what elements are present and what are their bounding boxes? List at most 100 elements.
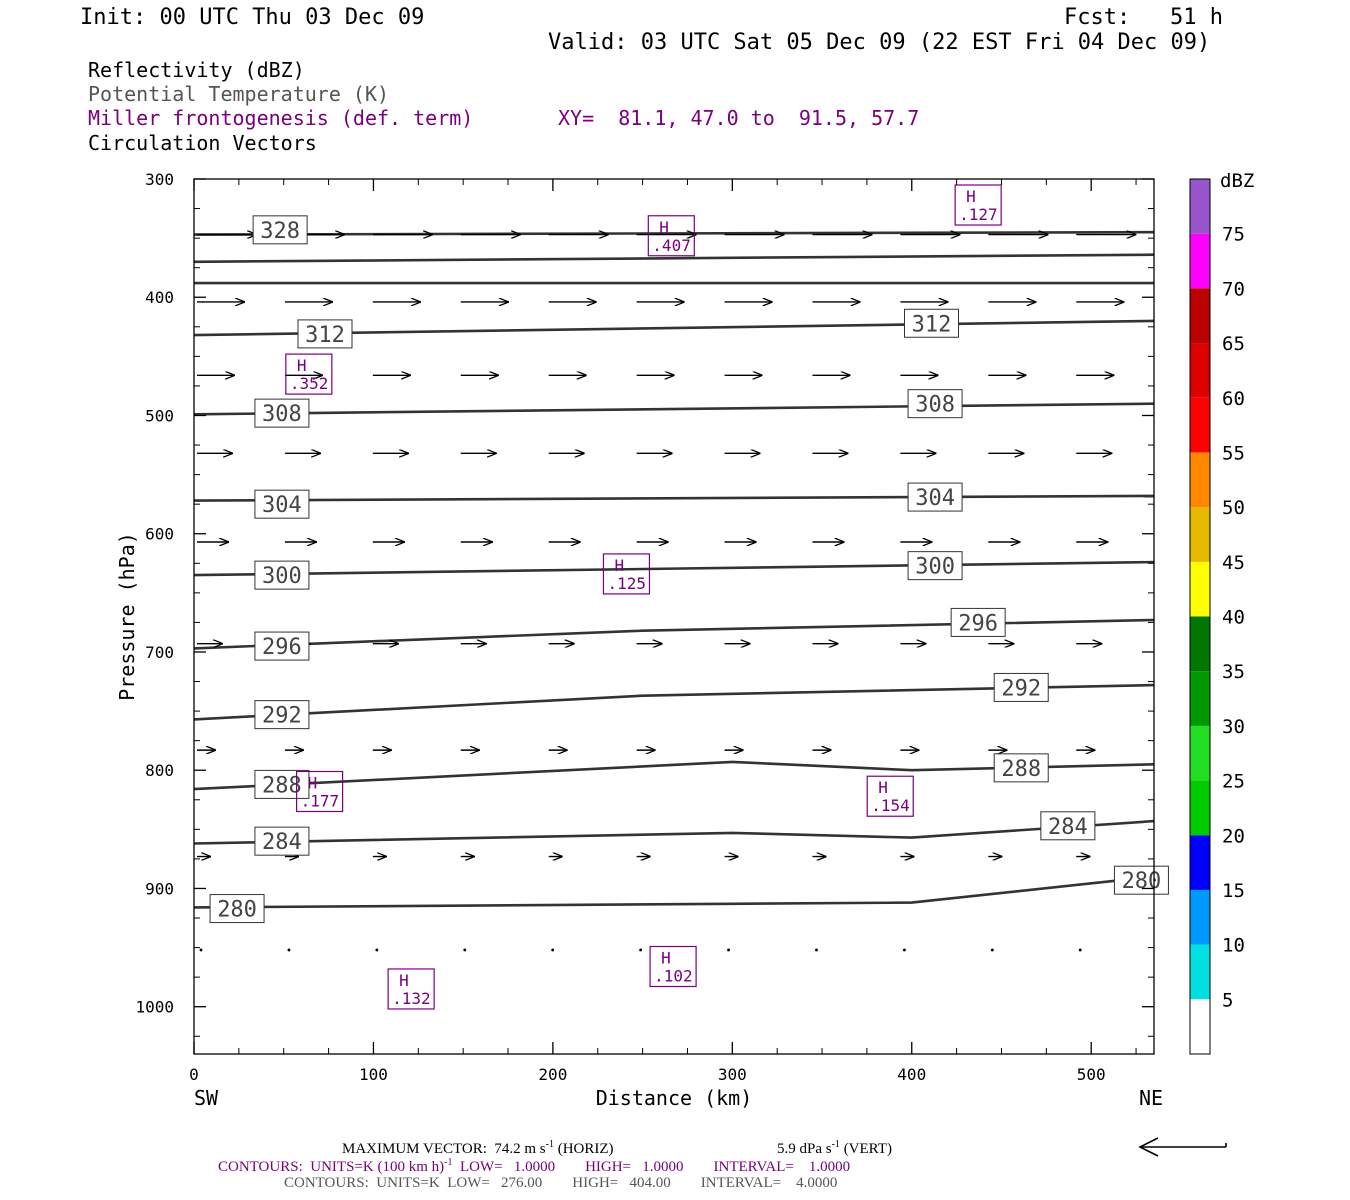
y-tick-label: 1000 (135, 998, 174, 1017)
colorbar-segment (1190, 452, 1210, 508)
theta-label-text: 296 (958, 611, 998, 636)
theta-label-text: 284 (1048, 815, 1088, 840)
field-miller-frontogenesis: Miller frontogenesis (def. term) (88, 106, 474, 130)
frontogenesis-box (954, 184, 1002, 226)
frontogenesis-h-label: H (966, 187, 976, 206)
frontogenesis-box (647, 215, 695, 257)
theta-contour-label: 308 (254, 398, 310, 428)
theta-contour-label: 296 (950, 607, 1006, 637)
valid-time: Valid: 03 UTC Sat 05 Dec 09 (22 EST Fri … (548, 30, 1211, 55)
theta-contour-line (193, 402, 1155, 416)
theta-label-box (1040, 811, 1096, 841)
theta-label-box (950, 607, 1006, 637)
theta-contour-label: 292 (993, 672, 1049, 702)
theta-label-text: 304 (262, 493, 302, 518)
frontogenesis-value: .102 (654, 967, 693, 986)
theta-label-box (993, 672, 1049, 702)
max-vector-info: MAXIMUM VECTOR: 74.2 m s-1 (HORIZ) (342, 1139, 614, 1158)
circulation-vector (727, 948, 730, 952)
circulation-vector (639, 948, 643, 952)
theta-label-box (907, 389, 963, 419)
colorbar-segment (1190, 999, 1210, 1054)
theta-label-box (903, 308, 959, 338)
theta-label-text: 280 (1122, 869, 1162, 894)
y-tick-label: 600 (145, 525, 174, 544)
theta-contour-label: 328 (252, 215, 308, 245)
circulation-vector (815, 948, 818, 952)
theta-label-box (907, 551, 963, 581)
frontogenesis-max: H.407 (647, 215, 695, 257)
colorbar-level-label: 55 (1222, 442, 1245, 464)
colorbar-segment (1190, 616, 1210, 672)
y-tick-label: 500 (145, 406, 174, 425)
theta-contour-line (193, 253, 1155, 264)
frontogenesis-h-label: H (614, 556, 624, 575)
frontogenesis-max: H.177 (296, 770, 344, 813)
max-vector-horiz: (HORIZ) (553, 1141, 614, 1157)
cross-section-endpoints: XY= 81.1, 47.0 to 91.5, 57.7 (558, 106, 920, 130)
colorbar-segment (1190, 233, 1210, 289)
frontogenesis-max: H.102 (649, 945, 697, 988)
theta-contour-line (193, 683, 1155, 721)
colorbar-unit-label: dBZ (1220, 170, 1254, 192)
field-circulation-vectors: Circulation Vectors (88, 131, 317, 155)
theta-label-box (209, 894, 265, 924)
colorbar-segment (1190, 889, 1210, 945)
colorbar-frame (1189, 178, 1211, 1055)
theta-label-text: 308 (915, 393, 955, 418)
contours1-text: CONTOURS: UNITS=K (100 km h) (218, 1159, 445, 1175)
theta-label-box (1113, 865, 1169, 895)
theta-contour-label: 288 (993, 753, 1049, 783)
frontogenesis-value: .352 (290, 374, 329, 393)
x-axis-label: Distance (km) (596, 1086, 753, 1110)
frontogenesis-max: H.352 (285, 353, 333, 395)
frontogenesis-box (602, 553, 651, 595)
colorbar-segment (1190, 780, 1210, 836)
circulation-vector (375, 948, 379, 952)
colorbar-level-label: 45 (1222, 552, 1245, 574)
colorbar-level-label: 50 (1222, 497, 1245, 519)
frontogenesis-box (387, 968, 435, 1010)
theta-contour-label: 308 (907, 389, 963, 419)
theta-contour-info: CONTOURS: UNITS=K LOW= 276.00 HIGH= 404.… (284, 1175, 838, 1191)
theta-contour-label: 284 (254, 826, 310, 856)
theta-contour-line (193, 560, 1155, 577)
theta-label-text: 308 (262, 402, 302, 427)
frontogenesis-max: H.132 (387, 968, 435, 1010)
field-potential-temperature: Potential Temperature (K) (88, 82, 390, 106)
colorbar-level-label: 40 (1222, 607, 1245, 629)
frontogenesis-box (296, 770, 344, 813)
colorbar-segment (1190, 397, 1210, 453)
frontogenesis-value: .125 (607, 574, 646, 593)
colorbar-segment (1190, 671, 1210, 726)
theta-label-box (254, 398, 310, 428)
theta-label-box (907, 482, 963, 512)
max-vector-vert-text: 5.9 dPa s (777, 1141, 832, 1157)
frontogenesis-value: .177 (301, 792, 340, 811)
colorbar-segment (1190, 507, 1210, 562)
frontogenesis-value: .132 (392, 989, 431, 1008)
x-tick-label: 500 (1077, 1065, 1106, 1084)
theta-label-text: 292 (262, 704, 302, 729)
frontogenesis-max: H.127 (954, 184, 1002, 226)
forecast-hour: Fcst: 51 h (1064, 5, 1223, 30)
theta-label-text: 312 (912, 312, 952, 337)
x-tick-label: 100 (359, 1065, 388, 1084)
plot-frame (193, 178, 1155, 1055)
theta-contour-label: 300 (254, 560, 310, 590)
theta-contour-label: 304 (907, 482, 963, 512)
frontogenesis-value: .127 (959, 205, 998, 224)
circulation-vector (287, 948, 291, 952)
colorbar-segment (1190, 288, 1210, 344)
init-time: Init: 00 UTC Thu 03 Dec 09 (80, 5, 425, 30)
reference-vector-arrow (1138, 1137, 1227, 1157)
frontogenesis-box (285, 353, 333, 395)
theta-contour-label: 312 (297, 319, 353, 349)
theta-label-box (297, 319, 353, 349)
colorbar-level-label: 35 (1222, 661, 1245, 683)
colorbar-level-label: 75 (1222, 224, 1245, 246)
theta-contour-line (193, 230, 1155, 236)
theta-contour-label: 292 (254, 700, 310, 730)
y-tick-label: 700 (145, 643, 174, 662)
theta-label-text: 300 (915, 555, 955, 580)
